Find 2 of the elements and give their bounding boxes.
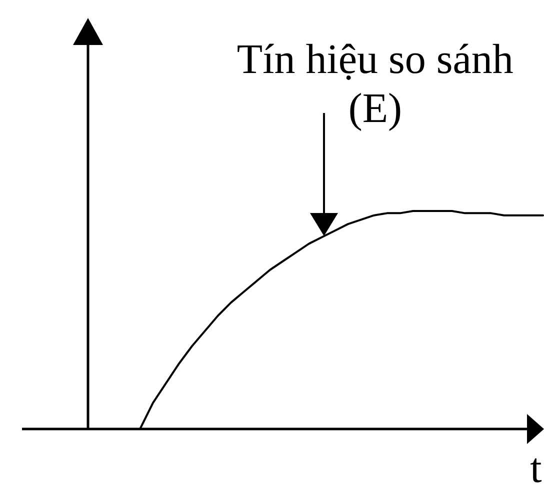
text: Tín hiệu so sánh (E) <box>236 37 514 132</box>
x-axis-title: t <box>530 446 542 487</box>
